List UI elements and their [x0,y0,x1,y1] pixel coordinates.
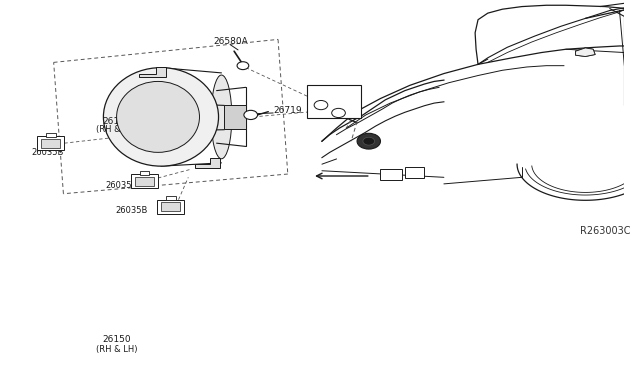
Text: (RH & LH): (RH & LH) [97,345,138,354]
Text: 26035B: 26035B [115,206,147,215]
Text: R263003C: R263003C [580,226,631,236]
Polygon shape [195,158,220,168]
Ellipse shape [104,68,218,166]
Polygon shape [575,48,595,57]
Circle shape [314,100,328,110]
Circle shape [332,108,346,118]
Circle shape [357,133,380,149]
Circle shape [237,62,249,70]
Bar [307,85,361,118]
Bar [166,196,175,200]
Bar [41,138,61,148]
Bar [405,167,424,178]
Text: 26150: 26150 [103,117,131,126]
Bar [46,133,56,137]
Ellipse shape [116,81,200,153]
Text: 26719: 26719 [273,106,302,115]
Text: (RH & LH): (RH & LH) [97,125,138,134]
Bar [140,171,149,175]
Text: 26580A: 26580A [213,37,248,46]
Bar [225,105,246,129]
Text: 26035B: 26035B [106,181,138,190]
Bar [37,136,65,150]
Bar [131,174,158,189]
Bar [380,169,402,180]
Circle shape [244,110,257,119]
Circle shape [363,137,374,145]
Polygon shape [138,67,166,77]
Bar [161,202,180,211]
Ellipse shape [211,75,232,159]
Text: 26580A: 26580A [317,87,351,96]
Bar [134,177,154,186]
Text: 26035B: 26035B [31,148,63,157]
Text: 26150: 26150 [103,335,131,344]
Bar [157,200,184,214]
